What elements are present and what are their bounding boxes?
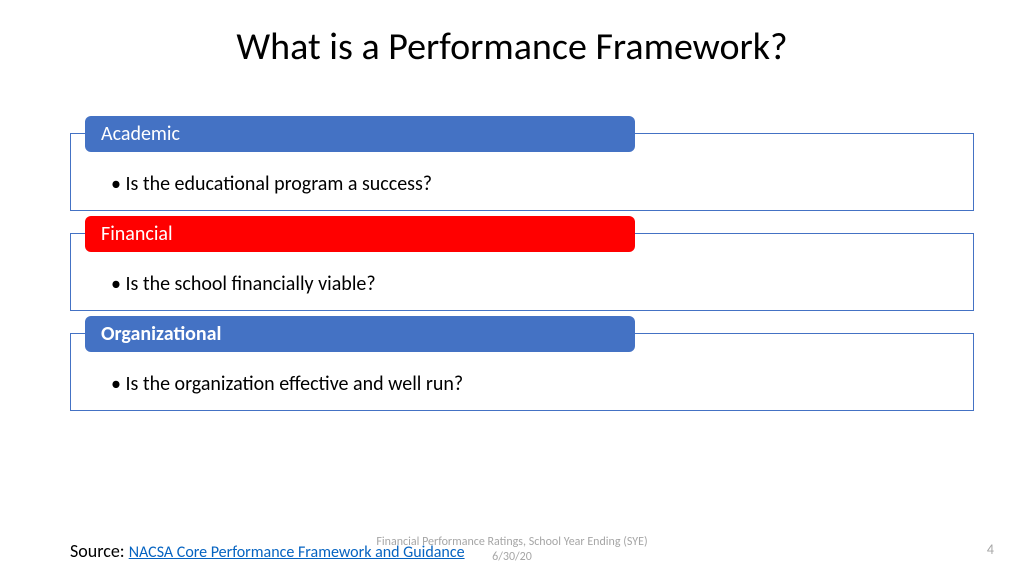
- source-link[interactable]: NACSA Core Performance Framework and Gui…: [129, 543, 465, 562]
- section-box: Academic Is the educational program a su…: [70, 133, 974, 211]
- slide: What is a Performance Framework? Academi…: [0, 0, 1024, 576]
- footer-source: Source: NACSA Core Performance Framework…: [70, 540, 974, 562]
- section-header-financial: Financial: [85, 216, 635, 252]
- section-financial: Financial Is the school financially viab…: [70, 233, 974, 311]
- section-organizational: Organizational Is the organization effec…: [70, 333, 974, 411]
- slide-title: What is a Performance Framework?: [0, 24, 1024, 70]
- section-box: Financial Is the school financially viab…: [70, 233, 974, 311]
- section-header-label: Financial: [101, 222, 173, 246]
- section-header-label: Academic: [101, 122, 180, 146]
- section-bullet: Is the organization effective and well r…: [111, 372, 463, 396]
- section-header-academic: Academic: [85, 116, 635, 152]
- section-bullet: Is the educational program a success?: [111, 172, 432, 196]
- source-prefix: Source:: [70, 540, 129, 562]
- section-academic: Academic Is the educational program a su…: [70, 133, 974, 211]
- section-header-label: Organizational: [101, 322, 221, 346]
- section-bullet: Is the school financially viable?: [111, 272, 376, 296]
- section-header-organizational: Organizational: [85, 316, 635, 352]
- section-box: Organizational Is the organization effec…: [70, 333, 974, 411]
- page-number: 4: [987, 541, 994, 558]
- sections-container: Academic Is the educational program a su…: [70, 115, 974, 433]
